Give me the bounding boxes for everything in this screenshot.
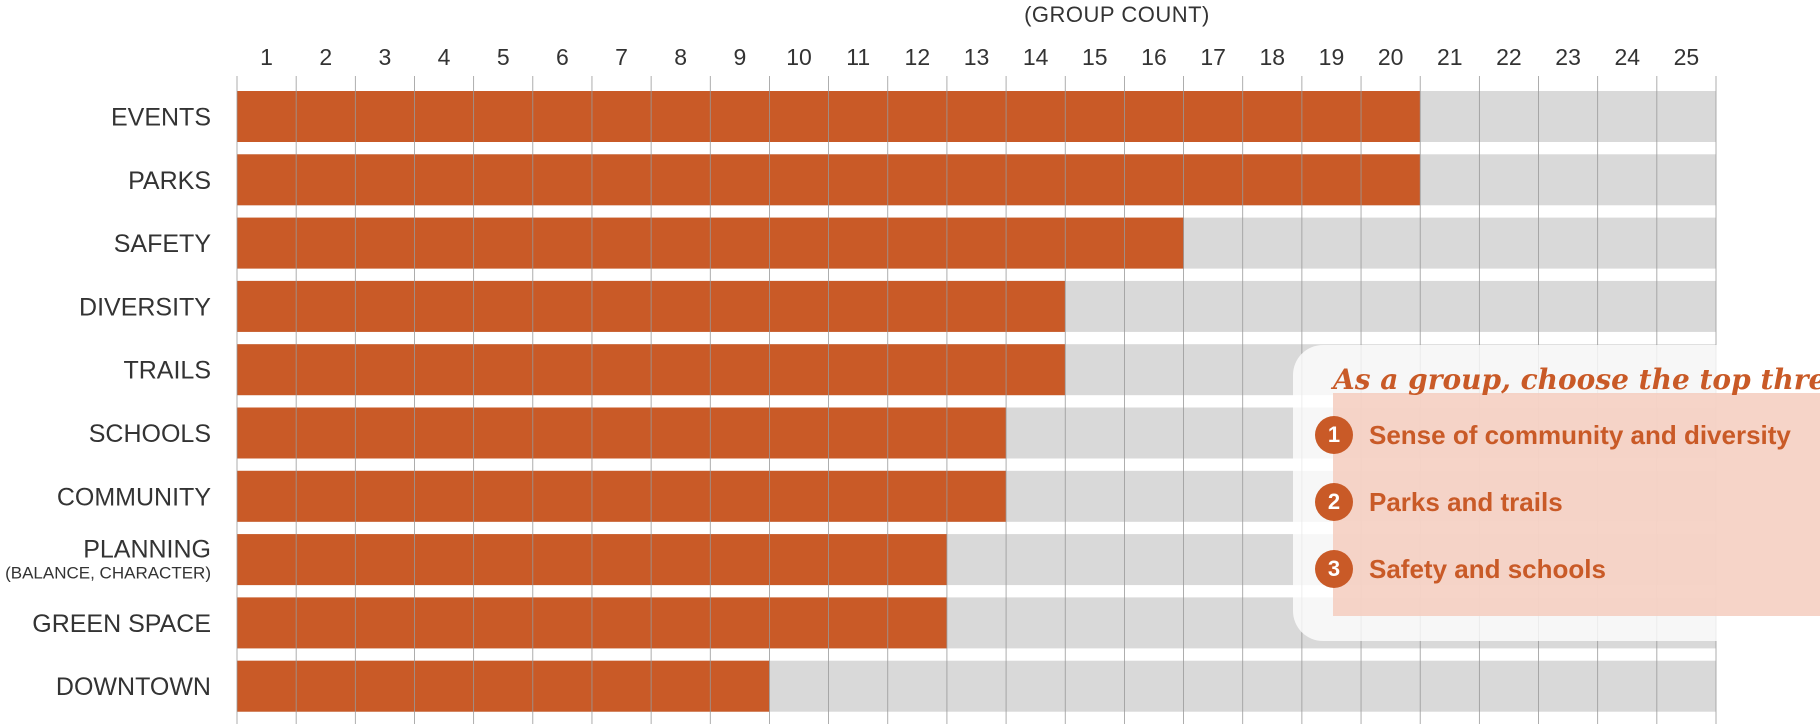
callout-item-2: 2 Parks and trails xyxy=(1315,482,1563,522)
category-label: SAFETY xyxy=(114,230,212,258)
x-tick-label: 3 xyxy=(379,44,392,70)
callout-title: As a group, choose the top three xyxy=(1333,363,1820,396)
x-tick-label: 22 xyxy=(1496,44,1522,70)
x-tick-label: 23 xyxy=(1555,44,1581,70)
x-tick-label: 25 xyxy=(1674,44,1700,70)
callout-highlight xyxy=(1333,393,1820,616)
x-tick-label: 24 xyxy=(1614,44,1640,70)
x-tick-label: 21 xyxy=(1437,44,1463,70)
category-label: PLANNING xyxy=(83,536,211,564)
x-tick-label: 20 xyxy=(1378,44,1404,70)
callout-item-text: Parks and trails xyxy=(1369,486,1563,517)
bar-community xyxy=(237,470,1007,522)
category-label: TRAILS xyxy=(123,357,211,385)
x-tick-label: 5 xyxy=(497,44,510,70)
callout-number-1: 1 xyxy=(1315,416,1353,454)
callout-item-3: 3 Safety and schools xyxy=(1315,549,1606,589)
x-tick-label: 1 xyxy=(260,44,273,70)
axis-title: (GROUP COUNT) xyxy=(1024,2,1210,27)
category-label: GREEN SPACE xyxy=(32,610,211,638)
x-tick-label: 12 xyxy=(905,44,931,70)
x-tick-label: 14 xyxy=(1023,44,1049,70)
x-tick-label: 18 xyxy=(1260,44,1286,70)
x-tick-label: 7 xyxy=(615,44,628,70)
callout-item-text: Safety and schools xyxy=(1369,553,1606,584)
callout-item-1: 1 Sense of community and diversity xyxy=(1315,415,1791,455)
x-tick-label: 17 xyxy=(1200,44,1226,70)
category-label: PARKS xyxy=(128,167,211,195)
callout-panel: As a group, choose the top three 1 Sense… xyxy=(1293,345,1820,641)
x-tick-label: 8 xyxy=(674,44,687,70)
category-label: COMMUNITY xyxy=(57,483,211,511)
x-tick-label: 4 xyxy=(438,44,451,70)
callout-item-text: Sense of community and diversity xyxy=(1369,419,1791,450)
x-tick-label: 13 xyxy=(964,44,990,70)
x-tick-label: 6 xyxy=(556,44,569,70)
x-tick-label: 15 xyxy=(1082,44,1108,70)
x-tick-label: 9 xyxy=(733,44,746,70)
category-label: DOWNTOWN xyxy=(56,673,211,701)
category-label: DIVERSITY xyxy=(79,293,211,321)
x-tick-label: 11 xyxy=(846,44,870,70)
x-tick-label: 2 xyxy=(319,44,332,70)
x-tick-label: 16 xyxy=(1141,44,1167,70)
bar-downtown xyxy=(237,660,770,712)
bar-schools xyxy=(237,407,1007,459)
x-tick-label: 10 xyxy=(786,44,812,70)
callout-number-3: 3 xyxy=(1315,550,1353,588)
category-label: EVENTS xyxy=(111,104,211,132)
category-sublabel: (BALANCE, CHARACTER) xyxy=(5,564,211,583)
callout-number-2: 2 xyxy=(1315,483,1353,521)
x-tick-label: 19 xyxy=(1319,44,1345,70)
category-label: SCHOOLS xyxy=(89,420,211,448)
